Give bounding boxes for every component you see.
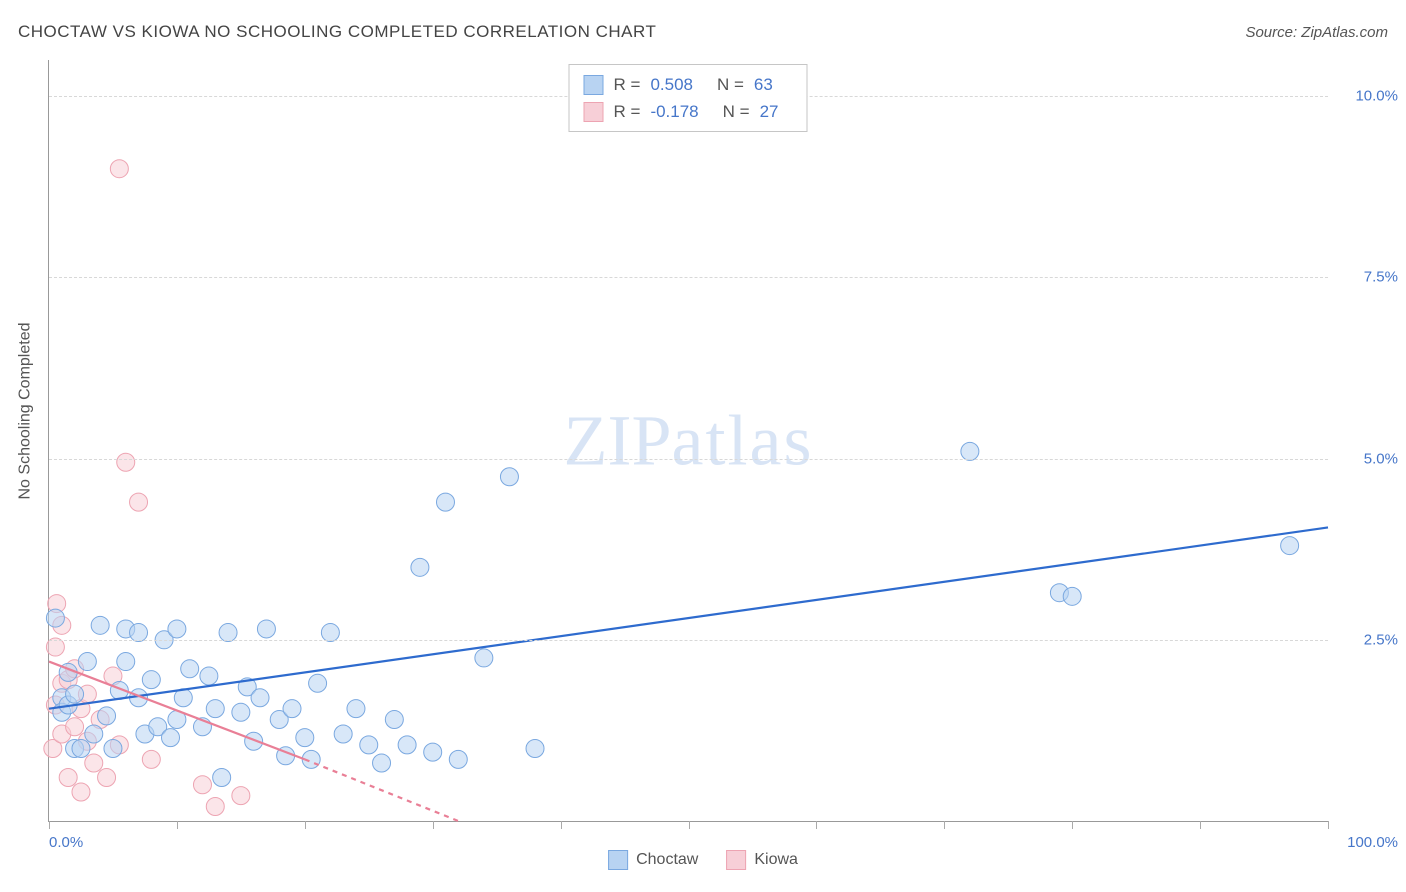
data-point <box>1063 587 1081 605</box>
data-point <box>66 718 84 736</box>
gridline <box>49 277 1328 278</box>
data-point <box>283 700 301 718</box>
legend-item-choctaw: Choctaw <box>608 850 698 870</box>
data-point <box>59 769 77 787</box>
xtick <box>49 821 50 829</box>
data-point <box>526 740 544 758</box>
xtick <box>944 821 945 829</box>
data-point <box>398 736 416 754</box>
xtick <box>816 821 817 829</box>
y-axis-label: No Schooling Completed <box>16 323 34 500</box>
data-point <box>85 725 103 743</box>
data-point <box>142 671 160 689</box>
xtick-label-max: 100.0% <box>1338 834 1398 851</box>
data-point <box>72 783 90 801</box>
chart-title: CHOCTAW VS KIOWA NO SCHOOLING COMPLETED … <box>18 22 656 42</box>
gridline <box>49 640 1328 641</box>
legend-item-kiowa: Kiowa <box>726 850 798 870</box>
data-point <box>98 707 116 725</box>
data-point <box>232 787 250 805</box>
data-point <box>46 609 64 627</box>
xtick <box>177 821 178 829</box>
ytick-label: 2.5% <box>1338 631 1398 648</box>
data-point <box>296 729 314 747</box>
stats-row-b: R = -0.178 N = 27 <box>584 98 793 125</box>
xtick-label-min: 0.0% <box>49 834 83 851</box>
data-point <box>117 653 135 671</box>
xtick <box>561 821 562 829</box>
data-point <box>200 667 218 685</box>
data-point <box>309 674 327 692</box>
data-point <box>436 493 454 511</box>
stats-box: R = 0.508 N = 63 R = -0.178 N = 27 <box>569 64 808 132</box>
data-point <box>206 798 224 816</box>
data-point <box>142 750 160 768</box>
data-point <box>347 700 365 718</box>
swatch-choctaw <box>608 850 628 870</box>
n-label: N = <box>723 98 750 125</box>
ytick-label: 7.5% <box>1338 269 1398 286</box>
gridline <box>49 459 1328 460</box>
ytick-label: 5.0% <box>1338 450 1398 467</box>
data-point <box>162 729 180 747</box>
data-point <box>411 558 429 576</box>
data-point <box>66 685 84 703</box>
xtick <box>305 821 306 829</box>
xtick <box>1328 821 1329 829</box>
data-point <box>424 743 442 761</box>
data-point <box>98 769 116 787</box>
r-label: R = <box>614 98 641 125</box>
n-label: N = <box>717 71 744 98</box>
stats-row-a: R = 0.508 N = 63 <box>584 71 793 98</box>
n-value-b: 27 <box>760 98 779 125</box>
data-point <box>206 700 224 718</box>
source-label: Source: ZipAtlas.com <box>1245 24 1388 41</box>
data-point <box>91 616 109 634</box>
data-point <box>251 689 269 707</box>
legend-label: Choctaw <box>636 851 698 869</box>
r-value-a: 0.508 <box>650 71 693 98</box>
xtick <box>1072 821 1073 829</box>
ytick-label: 10.0% <box>1338 88 1398 105</box>
swatch-choctaw <box>584 75 604 95</box>
swatch-kiowa <box>726 850 746 870</box>
swatch-kiowa <box>584 102 604 122</box>
plot-area: ZIPatlas 0.0%100.0% <box>48 60 1328 822</box>
data-point <box>1281 537 1299 555</box>
trend-line <box>49 527 1328 708</box>
data-point <box>181 660 199 678</box>
data-point <box>385 711 403 729</box>
data-point <box>104 740 122 758</box>
data-point <box>360 736 378 754</box>
n-value-a: 63 <box>754 71 773 98</box>
data-point <box>373 754 391 772</box>
data-point <box>72 740 90 758</box>
xtick <box>433 821 434 829</box>
data-point <box>257 620 275 638</box>
data-point <box>110 160 128 178</box>
data-point <box>213 769 231 787</box>
data-point <box>334 725 352 743</box>
data-point <box>500 468 518 486</box>
data-point <box>475 649 493 667</box>
bottom-legend: Choctaw Kiowa <box>608 850 798 870</box>
data-point <box>85 754 103 772</box>
plot-container: ZIPatlas 0.0%100.0% R = 0.508 N = 63 R =… <box>48 60 1328 822</box>
data-point <box>168 620 186 638</box>
xtick <box>689 821 690 829</box>
scatter-svg <box>49 60 1328 821</box>
r-value-b: -0.178 <box>650 98 698 125</box>
xtick <box>1200 821 1201 829</box>
data-point <box>193 776 211 794</box>
r-label: R = <box>614 71 641 98</box>
data-point <box>449 750 467 768</box>
data-point <box>232 703 250 721</box>
data-point <box>130 493 148 511</box>
legend-label: Kiowa <box>754 851 798 869</box>
data-point <box>78 653 96 671</box>
data-point <box>117 453 135 471</box>
